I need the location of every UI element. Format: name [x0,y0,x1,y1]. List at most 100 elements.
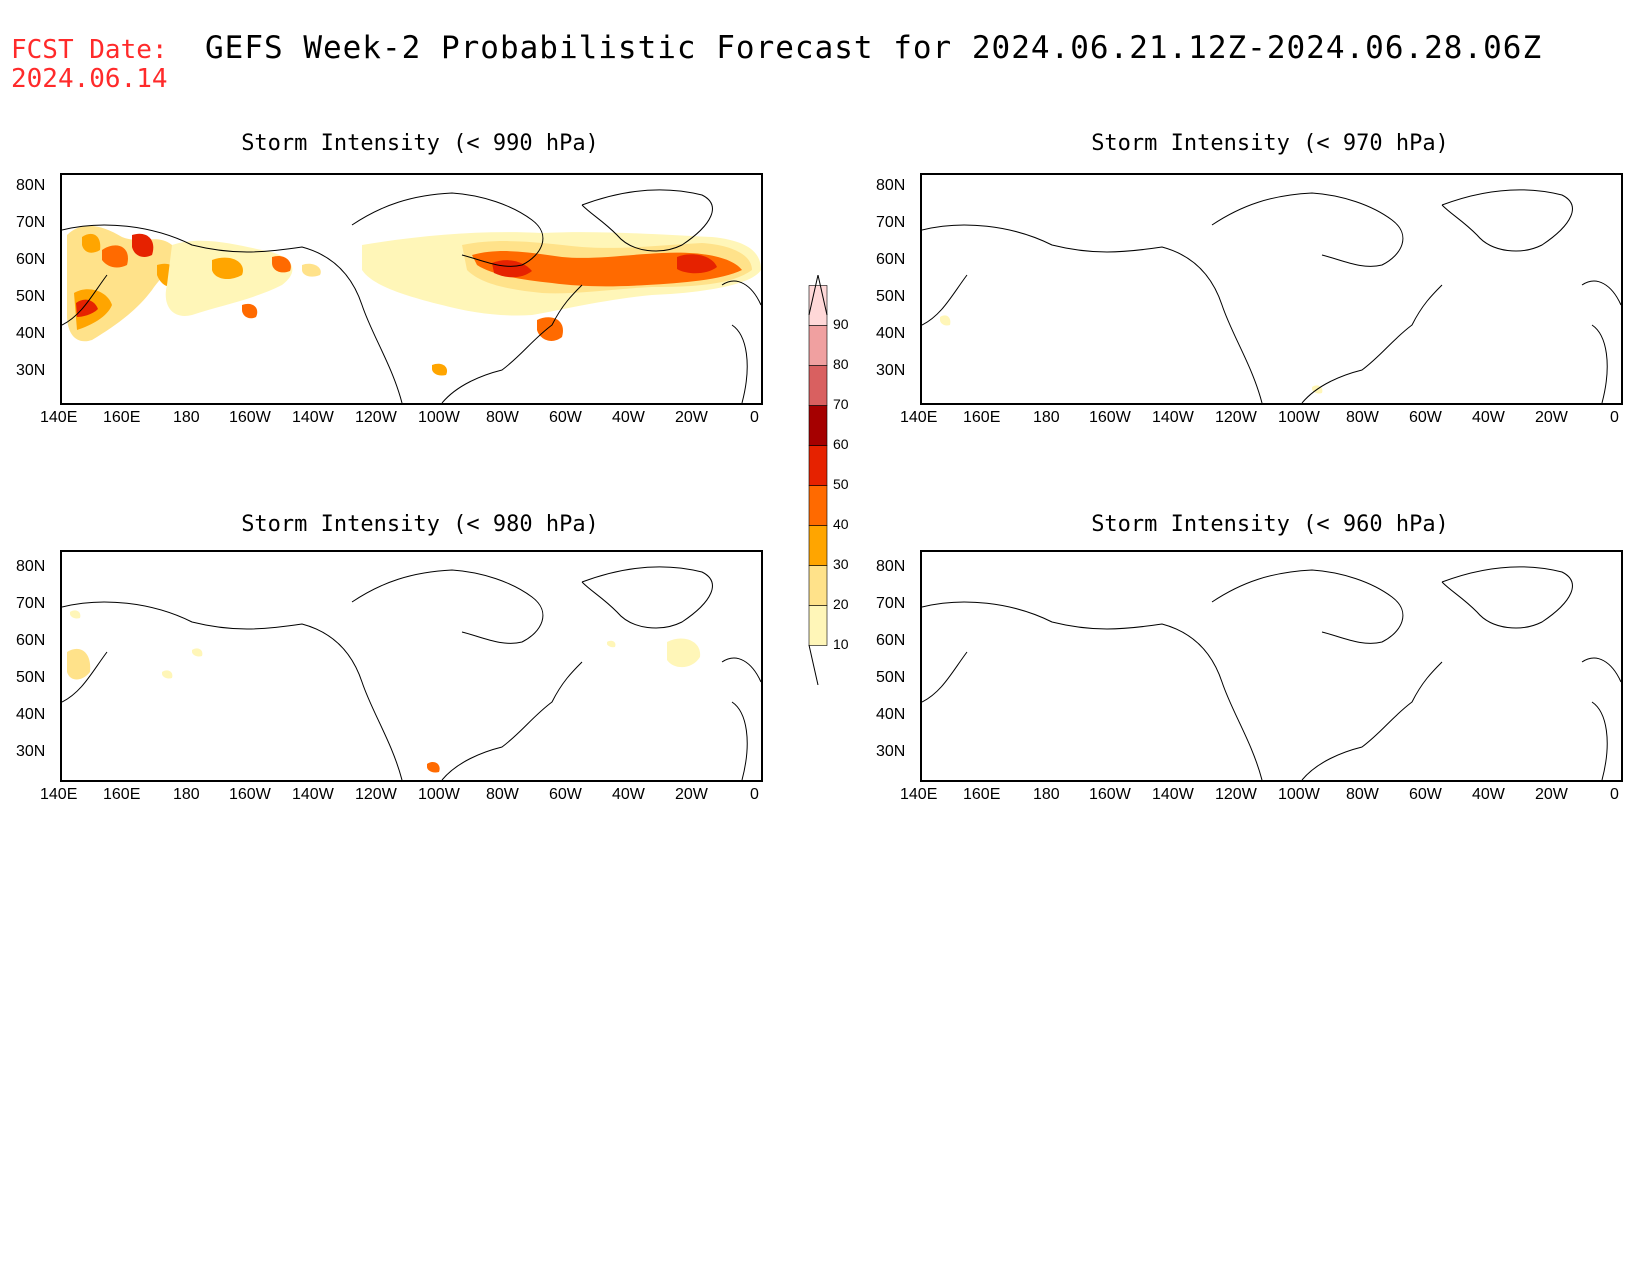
map-area [920,550,1623,782]
colorbar-label: 40 [833,516,849,532]
lon-tick: 100W [1278,786,1320,803]
lon-tick: 160W [229,409,271,426]
lon-tick: 120W [355,409,397,426]
lon-tick: 180 [1033,786,1060,803]
lon-tick: 160E [963,409,1001,426]
lon-tick: 20W [1535,786,1568,803]
probability-shading [940,315,1323,394]
lat-tick: 30N [876,743,906,760]
lon-tick: 160E [103,409,141,426]
lon-tick: 160E [103,786,141,803]
lon-tick: 40W [612,409,645,426]
lat-tick: 60N [876,251,906,268]
lon-tick: 140W [292,409,334,426]
colorbar-swatch [808,605,828,646]
lon-tick: 140E [40,409,78,426]
lon-tick: 140E [900,409,938,426]
colorbar-label: 50 [833,476,849,492]
lon-tick: 0 [750,409,759,426]
panel-title: Storm Intensity (< 970 hPa) [1091,131,1449,156]
lat-tick: 40N [16,706,46,723]
lat-tick: 60N [16,632,46,649]
colorbar-label: 20 [833,596,849,612]
forecast-date-label: FCST Date: 2024.06.14 [11,36,168,94]
lon-tick: 60W [1409,409,1442,426]
lon-tick: 20W [675,409,708,426]
lat-tick: 50N [16,669,46,686]
panel-title: Storm Intensity (< 980 hPa) [241,512,599,537]
map-area [60,173,763,405]
colorbar-label: 90 [833,316,849,332]
colorbar-label: 60 [833,436,849,452]
lon-tick: 100W [418,409,460,426]
lat-tick: 40N [876,325,906,342]
lat-tick: 30N [16,743,46,760]
lon-tick: 180 [173,786,200,803]
lon-tick: 0 [750,786,759,803]
lon-tick: 160W [1089,409,1131,426]
lat-tick: 80N [16,558,46,575]
lat-tick: 80N [876,177,906,194]
colorbar-swatch [808,565,828,606]
panel-title: Storm Intensity (< 990 hPa) [241,131,599,156]
colorbar-swatch [808,405,828,446]
probability-shading [67,610,701,773]
lon-tick: 40W [1472,409,1505,426]
colorbar: 10 20 30 40 50 60 70 80 90 [805,275,875,685]
lon-tick: 40W [1472,786,1505,803]
lon-tick: 160W [1089,786,1131,803]
lon-tick: 140E [40,786,78,803]
lon-tick: 120W [1215,786,1257,803]
lat-tick: 30N [876,362,906,379]
panel-title: Storm Intensity (< 960 hPa) [1091,512,1449,537]
colorbar-label: 80 [833,356,849,372]
lon-tick: 140E [900,786,938,803]
lat-tick: 80N [16,177,46,194]
coastlines [62,189,761,403]
colorbar-label: 70 [833,396,849,412]
coastlines [62,566,761,780]
lon-tick: 0 [1610,409,1619,426]
lon-tick: 80W [1346,409,1379,426]
lon-tick: 120W [1215,409,1257,426]
lon-tick: 180 [1033,409,1060,426]
lon-tick: 80W [486,786,519,803]
lat-tick: 80N [876,558,906,575]
lat-tick: 70N [876,214,906,231]
lon-tick: 120W [355,786,397,803]
lon-tick: 100W [1278,409,1320,426]
lat-tick: 30N [16,362,46,379]
lon-tick: 60W [1409,786,1442,803]
coastlines [922,189,1621,403]
lat-tick: 70N [876,595,906,612]
lat-tick: 50N [16,288,46,305]
lat-tick: 60N [16,251,46,268]
lat-tick: 40N [876,706,906,723]
forecast-date-caption: FCST Date: [11,35,168,65]
lon-tick: 160W [229,786,271,803]
colorbar-swatch [808,525,828,566]
lat-tick: 50N [876,669,906,686]
lon-tick: 0 [1610,786,1619,803]
colorbar-swatch [808,445,828,486]
lon-tick: 80W [1346,786,1379,803]
coastlines [922,566,1621,780]
lon-tick: 80W [486,409,519,426]
colorbar-label: 10 [833,636,849,652]
lon-tick: 20W [1535,409,1568,426]
lon-tick: 140W [292,786,334,803]
colorbar-swatch [808,485,828,526]
figure-title: GEFS Week-2 Probabilistic Forecast for 2… [205,30,1543,66]
lon-tick: 100W [418,786,460,803]
colorbar-swatch [808,285,828,326]
map-canvas [62,566,761,780]
forecast-date-value: 2024.06.14 [11,64,168,94]
lon-tick: 180 [173,409,200,426]
lat-tick: 70N [16,595,46,612]
lon-tick: 160E [963,786,1001,803]
colorbar-swatch [808,325,828,366]
lat-tick: 50N [876,288,906,305]
lat-tick: 70N [16,214,46,231]
lon-tick: 60W [549,786,582,803]
map-canvas [62,189,761,403]
